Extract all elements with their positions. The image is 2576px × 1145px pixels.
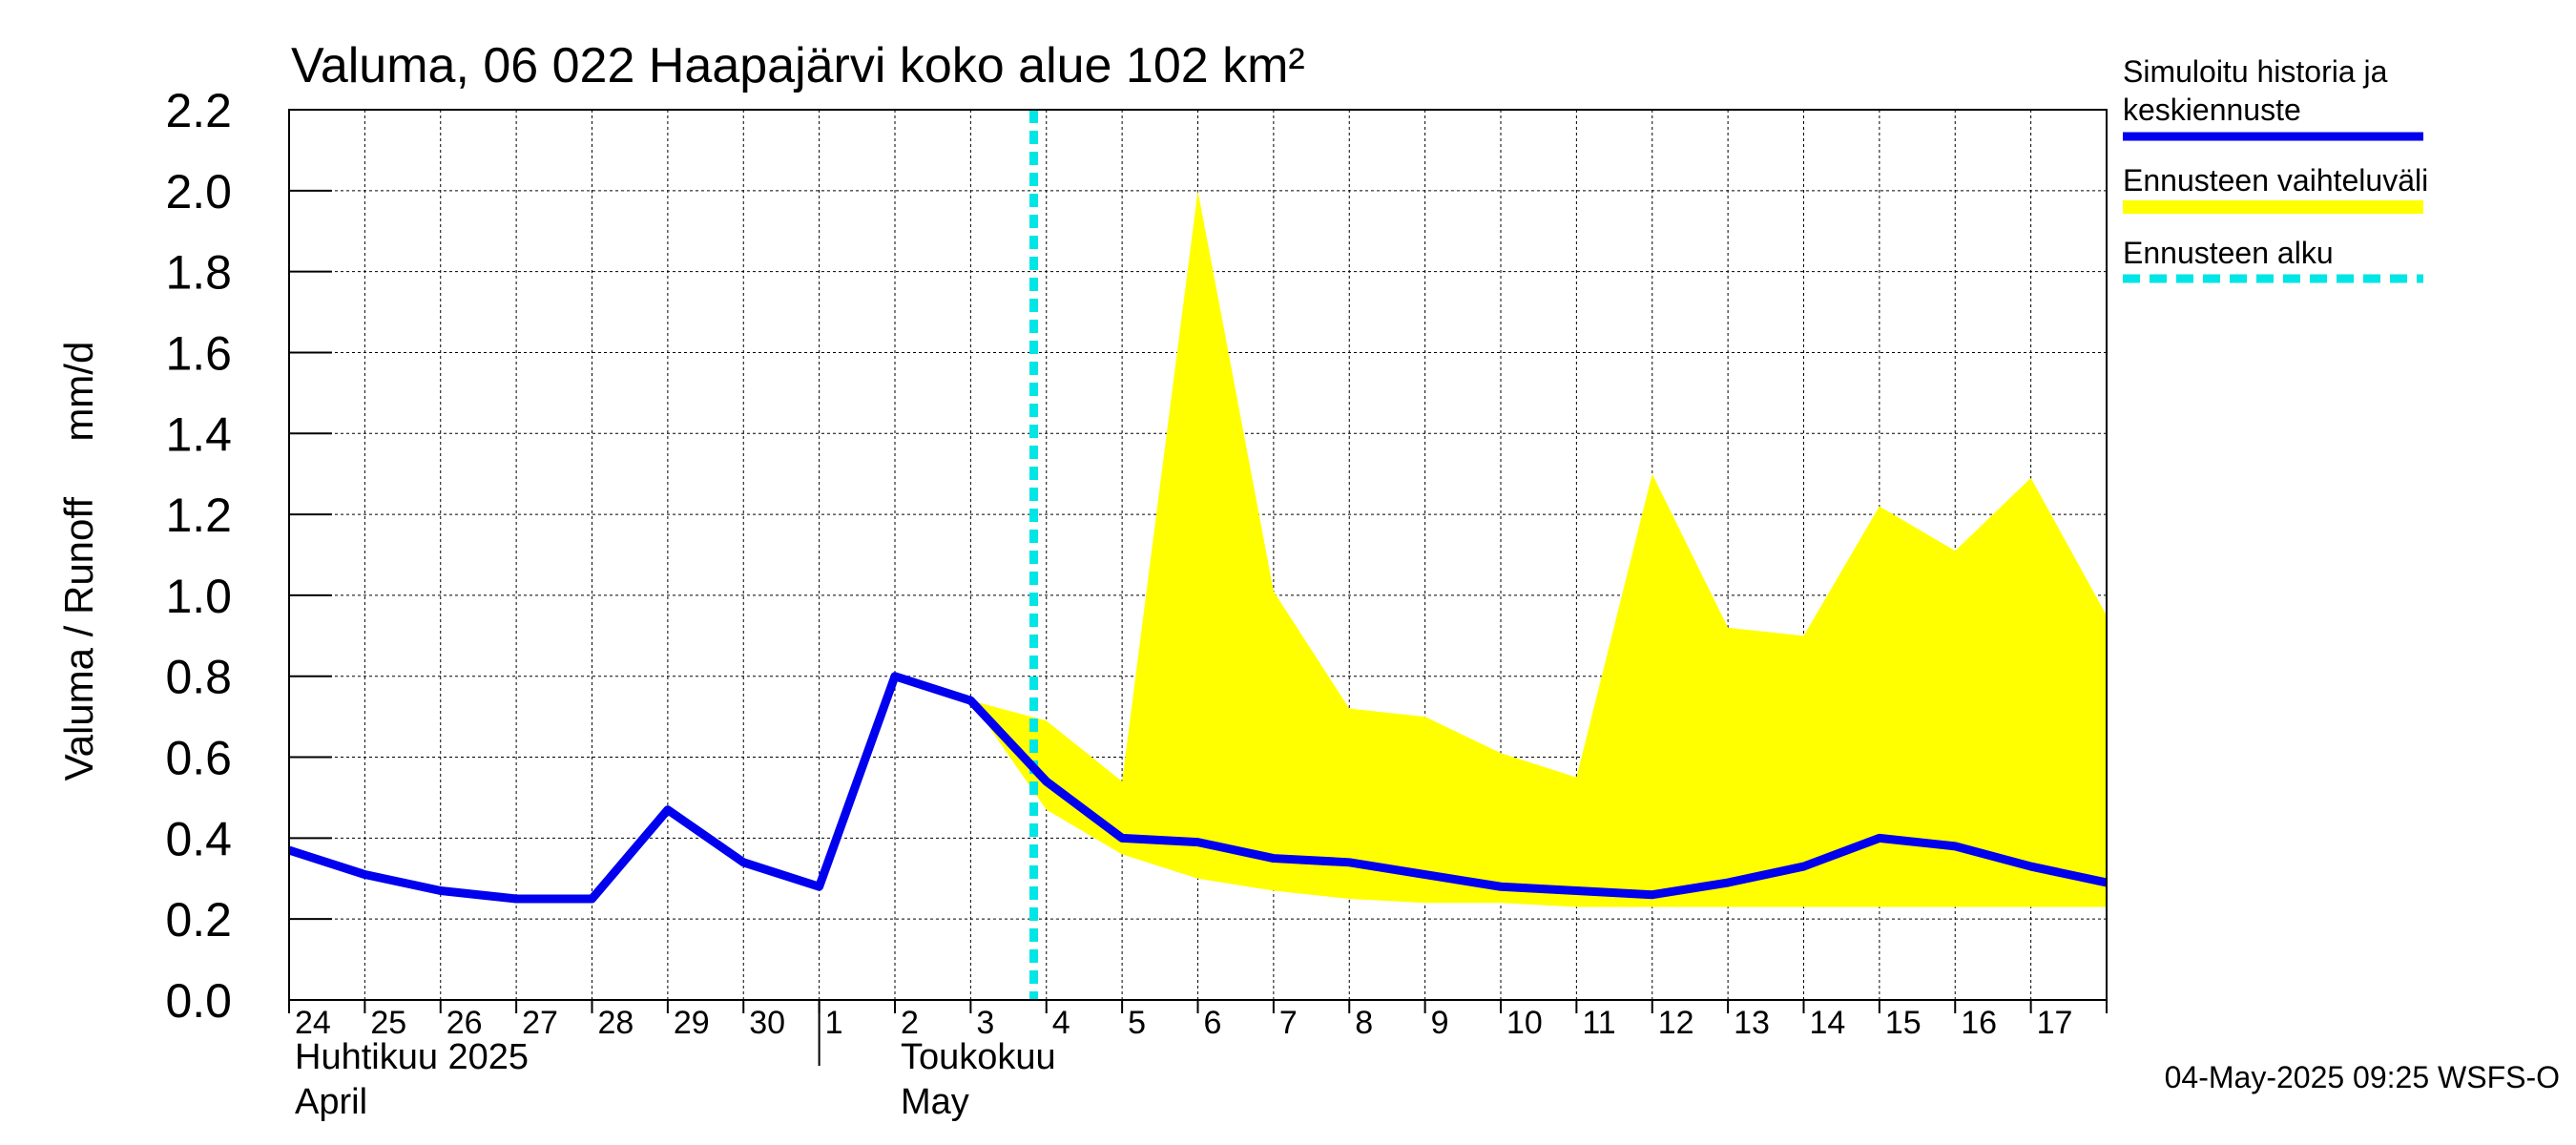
chart-title: Valuma, 06 022 Haapajärvi koko alue 102 … (291, 38, 1305, 94)
simulated-series-layer (289, 672, 2107, 904)
y-tick-label: 1.6 (165, 326, 232, 380)
legend: Simuloitu historia ja keskiennuste Ennus… (2123, 54, 2428, 283)
axes-frame (288, 109, 2108, 1066)
x-tick-label: 10 (1506, 1005, 1543, 1041)
x-tick-label: 17 (2037, 1005, 2073, 1041)
x-tick-label: 15 (1885, 1005, 1922, 1041)
x-tick-label: 28 (598, 1005, 634, 1041)
y-tick-label: 0.4 (165, 812, 232, 865)
x-tick-label: 3 (976, 1005, 994, 1041)
x-tick-label: 24 (295, 1005, 331, 1041)
x-tick-label: 8 (1355, 1005, 1373, 1041)
x-tick-label: 5 (1128, 1005, 1146, 1041)
x-tick-label: 25 (370, 1005, 406, 1041)
simulated-series-line (289, 672, 2107, 904)
x-tick-label: 4 (1052, 1005, 1070, 1041)
x-tick-label: 12 (1658, 1005, 1694, 1041)
legend-label-range: Ennusteen vaihteluväli (2123, 163, 2428, 198)
y-tick-label: 1.2 (165, 489, 232, 542)
y-tick-label: 1.0 (165, 570, 232, 623)
y-tick-labels: 0.0 0.2 0.4 0.6 0.8 1.0 1.2 1.4 1.6 1.8 2.0 2.2 (165, 84, 232, 1028)
month-label-line1: Toukokuu (901, 1037, 1056, 1077)
y-tick-label: 0.8 (165, 651, 232, 704)
y-tick-label: 1.4 (165, 407, 232, 461)
forecast-range-band (970, 190, 2107, 907)
x-tick-label: 11 (1582, 1005, 1615, 1041)
month-label-line2: April (295, 1082, 367, 1122)
y-tick-label: 1.8 (165, 246, 232, 300)
x-tick-labels: 24 25 26 27 28 29 30 1 2 3 4 5 6 7 8 9 10 11 12 13 14 15 16 17H… (295, 1005, 2072, 1122)
x-tick-label: 7 (1279, 1005, 1298, 1041)
y-tick-label: 2.0 (165, 165, 232, 219)
y-tick-label: 0.2 (165, 893, 232, 947)
x-tick-label: 29 (674, 1005, 710, 1041)
footer-timestamp: 04-May-2025 09:25 WSFS-O (2165, 1060, 2560, 1094)
x-tick-label: 26 (447, 1005, 483, 1041)
legend-label-simulated-line2: keskiennuste (2123, 93, 2301, 127)
month-label-line1: Huhtikuu 2025 (295, 1037, 529, 1077)
y-axis-label: Valuma / Runoff mm/d (56, 342, 101, 781)
x-tick-label: 30 (749, 1005, 785, 1041)
x-tick-label: 9 (1431, 1005, 1449, 1041)
x-tick-label: 27 (522, 1005, 558, 1041)
x-tick-label: 6 (1204, 1005, 1222, 1041)
x-tick-label: 13 (1734, 1005, 1770, 1041)
forecast-range-band-layer (970, 190, 2107, 907)
x-tick-label: 1 (825, 1005, 843, 1041)
x-tick-label: 2 (901, 1005, 919, 1041)
month-label-line2: May (901, 1082, 969, 1122)
y-tick-label: 2.2 (165, 84, 232, 137)
legend-label-simulated-line1: Simuloitu historia ja (2123, 54, 2388, 89)
legend-label-forecast-start: Ennusteen alku (2123, 236, 2334, 270)
y-tick-label: 0.6 (165, 732, 232, 785)
y-tick-label: 0.0 (165, 974, 232, 1028)
x-tick-label: 16 (1961, 1005, 1997, 1041)
x-tick-label: 14 (1810, 1005, 1846, 1041)
